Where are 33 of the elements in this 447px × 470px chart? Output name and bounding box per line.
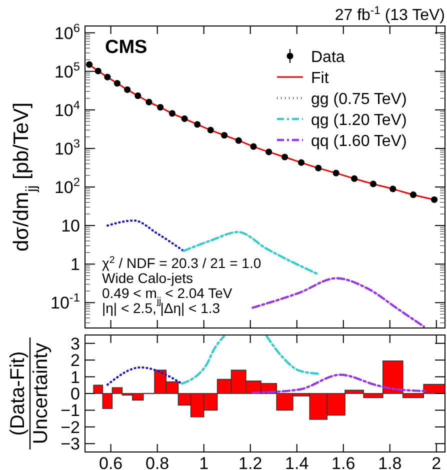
legend-label: qg (1.20 TeV) [311,112,407,129]
y-tick-label: 1 [70,255,80,274]
legend-label: Data [311,49,345,66]
y-axis-title: (Data-Fit) Uncertainty [7,342,52,444]
x-tick-label: 1.8 [378,454,402,470]
chart-title: 27 fb$^{-1}$ (13 TeV) [334,5,445,24]
y-tick-label: 10 [61,216,80,236]
y-tick-label: 3 [70,334,80,354]
x-tick-label: 1 [199,454,209,470]
y-tick-label: 10$^{6}$ [54,20,80,43]
y-tick-label: 0 [70,384,80,404]
y-tick-label: 1 [70,368,80,387]
annotation: χ$^{2}$ / NDF = 20.3 / 21 = 1.0 [102,254,262,271]
x-tick-label: 2 [432,454,442,470]
x-tick-label: 0.8 [146,454,170,470]
y-tick-label: −3 [60,434,80,454]
legend-label: qq (1.60 TeV) [311,133,407,150]
x-tick-label: 1.6 [332,454,356,470]
y-tick-label: 2 [70,351,80,370]
legend-label: Fit [311,70,330,87]
x-tick-label: 1.2 [238,454,262,470]
y-tick-label: 10$^{3}$ [54,136,80,158]
y-tick-label: 10$^{2}$ [54,174,80,197]
annotation: CMS [105,37,148,58]
legend-label: gg (0.75 TeV) [311,91,407,108]
y-tick-label: 10$^{4}$ [54,98,80,120]
x-tick-label: 1.4 [285,454,309,470]
y-tick-label: −2 [60,418,80,437]
y-tick-label: 10$^{-1}$ [50,290,80,313]
x-tick-label: 0.6 [98,454,123,470]
annotation: Wide Calo-jets [102,270,194,286]
y-tick-label: 10$^{5}$ [54,59,80,82]
y-tick-label: −1 [60,401,80,420]
